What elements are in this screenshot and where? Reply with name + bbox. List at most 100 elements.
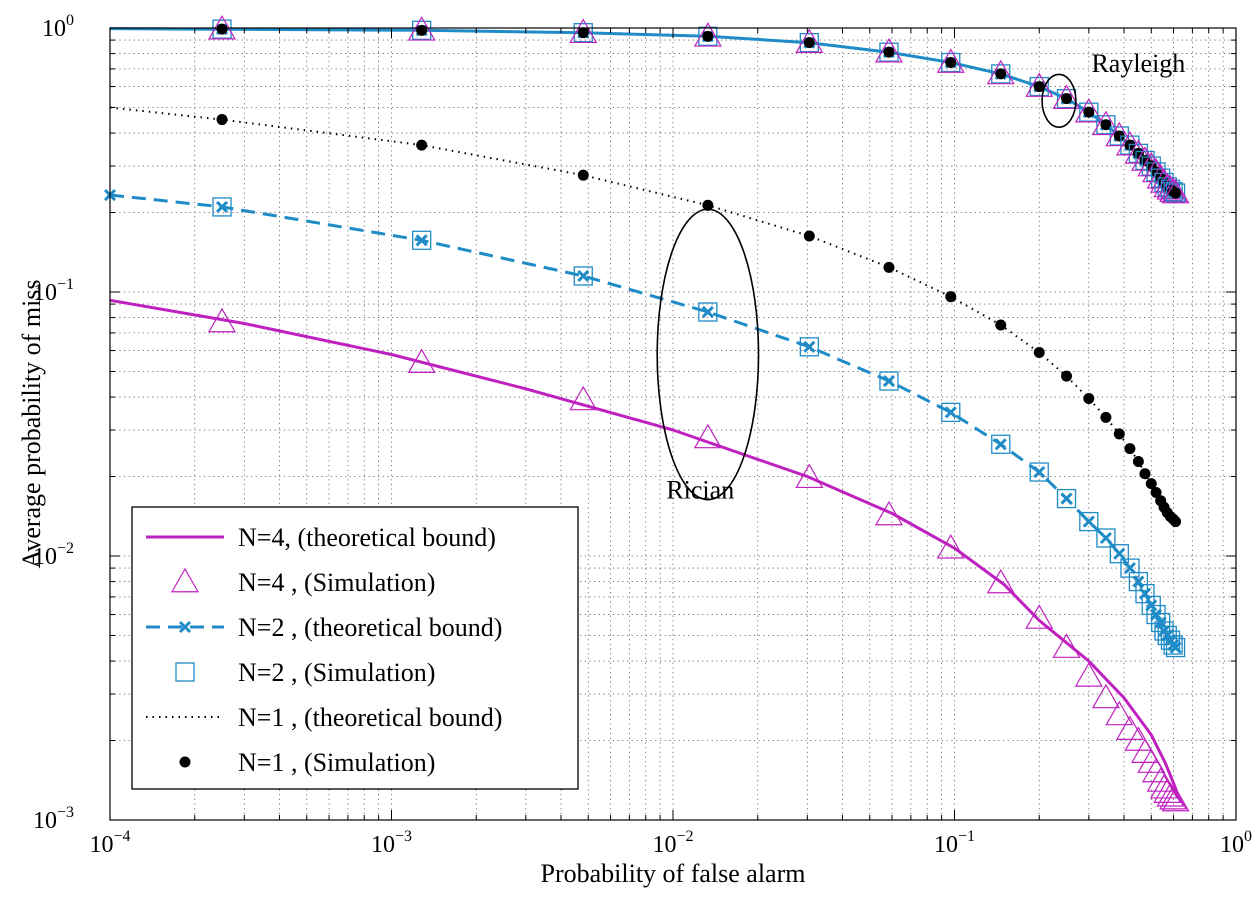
annotation-label: Rayleigh — [1091, 49, 1185, 78]
triangle-marker — [1159, 784, 1188, 810]
triangle-marker — [1149, 773, 1179, 799]
dot-marker — [1033, 81, 1045, 93]
square-marker — [1096, 528, 1116, 548]
series-n-4-simulation — [207, 307, 1190, 812]
triangle-marker — [1105, 121, 1134, 147]
x-marker — [577, 269, 590, 283]
dot-marker — [803, 37, 815, 49]
triangle-marker — [170, 567, 200, 593]
square-marker — [1165, 183, 1186, 203]
square-marker — [1128, 143, 1149, 164]
triangle-marker — [874, 37, 903, 63]
series-line — [109, 298, 1181, 800]
dot-marker — [577, 27, 589, 39]
square-marker — [573, 23, 593, 43]
square-marker — [1146, 604, 1166, 625]
square-marker — [1163, 635, 1183, 655]
square-marker — [412, 20, 432, 40]
x-marker — [803, 340, 816, 353]
dot-marker — [216, 23, 228, 35]
legend-box — [131, 506, 579, 790]
square-marker — [1029, 462, 1049, 482]
legend-label: N=1 , (Simulation) — [238, 748, 435, 777]
dot-marker — [702, 199, 714, 211]
legend-label: N=2 , (theoretical bound) — [238, 613, 502, 642]
dot-marker — [1139, 468, 1151, 480]
annotation-ellipse — [1041, 73, 1077, 128]
square-marker — [941, 402, 961, 423]
triangle-marker — [569, 18, 598, 44]
triangle-marker — [936, 48, 965, 73]
legend-label: N=2 , (Simulation) — [238, 658, 435, 687]
legend-label: N=4 , (Simulation) — [238, 568, 435, 597]
dot-marker — [416, 24, 428, 36]
triangle-marker — [1142, 757, 1171, 783]
x-marker — [994, 438, 1007, 451]
square-marker — [991, 64, 1011, 84]
series-n-4-theoretical-bound — [109, 298, 1181, 800]
square-marker — [698, 26, 718, 46]
square-marker — [1056, 488, 1077, 509]
dot-marker — [1083, 392, 1095, 404]
triangle-marker — [1091, 683, 1120, 709]
annotations: Rayleigh Rician — [656, 49, 1185, 505]
square-marker — [1029, 76, 1049, 97]
square-marker — [412, 230, 432, 250]
dot-marker — [995, 319, 1007, 331]
x-marker — [1033, 465, 1046, 479]
x-tick-label: 10−3 — [371, 828, 412, 858]
legend: N=4, (theoretical bound) N=4 , (Simulatio… — [131, 506, 579, 790]
dot-marker — [179, 756, 191, 768]
square-marker — [879, 371, 899, 391]
square-marker — [1135, 584, 1155, 604]
dot-marker — [1061, 370, 1073, 382]
x-marker — [1082, 515, 1095, 528]
x-marker — [1123, 562, 1137, 575]
x-marker — [415, 234, 428, 247]
dot-marker — [883, 46, 895, 58]
x-marker — [1060, 492, 1073, 505]
series-n-2-simulation — [212, 197, 1186, 658]
triangle-marker — [569, 385, 598, 411]
square-marker — [212, 19, 232, 39]
legend-entry: N=4, (theoretical bound) — [146, 523, 496, 552]
square-marker — [799, 337, 819, 357]
series-n-1-simulation — [216, 114, 1182, 528]
y-tick-label: 100 — [42, 12, 74, 42]
x-marker — [178, 620, 192, 634]
triangle-marker — [1074, 662, 1103, 687]
triangle-marker — [207, 307, 237, 333]
square-marker — [1109, 544, 1129, 564]
x-marker — [1113, 547, 1126, 560]
dot-marker — [1145, 478, 1157, 490]
y-tick-label: 10−1 — [33, 276, 74, 306]
triangle-marker — [1074, 97, 1103, 123]
x-tick-label: 10−4 — [89, 828, 130, 858]
triangle-marker — [1115, 715, 1144, 740]
legend-entry: N=1 , (theoretical bound) — [146, 703, 502, 732]
square-marker — [175, 662, 195, 682]
square-marker — [1165, 637, 1186, 658]
triangle-marker — [1130, 146, 1160, 171]
dot-marker — [995, 68, 1007, 80]
triangle-marker — [1105, 700, 1134, 726]
triangle-marker — [795, 463, 824, 489]
triangle-marker — [1052, 84, 1081, 109]
triangle-marker — [795, 28, 824, 54]
x-tick-label: 10−1 — [934, 828, 975, 858]
x-marker — [215, 200, 229, 213]
dot-marker — [1170, 187, 1182, 199]
triangle-marker — [874, 500, 903, 526]
annotation-ellipse — [656, 208, 760, 501]
dot-marker — [1100, 411, 1112, 423]
annotation-label: Rician — [666, 476, 734, 505]
legend-entry: N=4 , (Simulation) — [170, 567, 435, 597]
x-marker — [944, 406, 957, 419]
triangle-marker — [936, 534, 965, 559]
dot-marker — [1061, 93, 1073, 105]
dot-marker — [416, 139, 428, 151]
dot-marker — [803, 230, 815, 242]
triangle-marker — [1052, 633, 1081, 658]
